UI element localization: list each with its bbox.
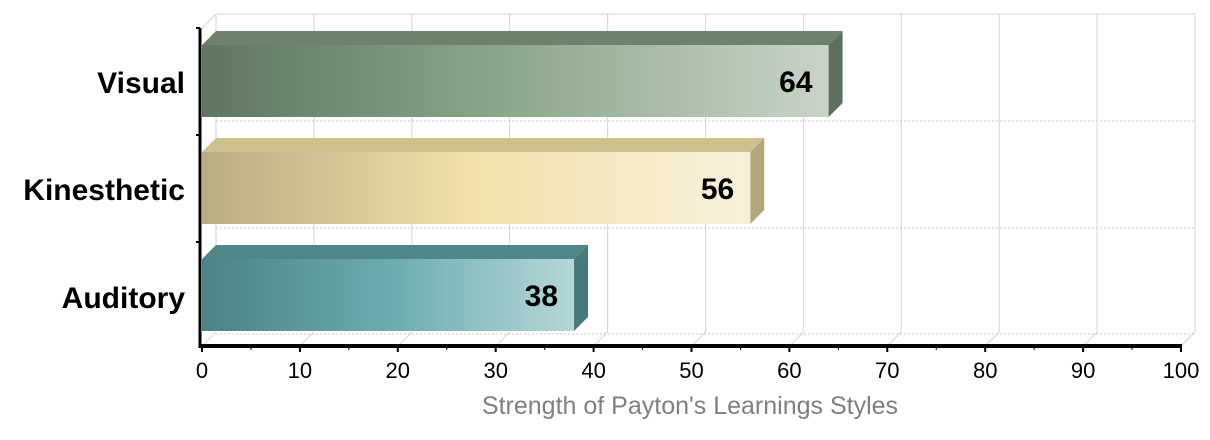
bar-visual bbox=[202, 31, 843, 117]
x-axis-title: Strength of Payton's Learnings Styles bbox=[482, 392, 898, 420]
bar-kinesthetic bbox=[202, 138, 765, 224]
x-tick-label: 10 bbox=[288, 358, 312, 383]
gridline-floor bbox=[201, 331, 217, 347]
bar-front-face bbox=[202, 45, 829, 117]
x-tick-label: 20 bbox=[386, 358, 410, 383]
x-tick-label: 30 bbox=[483, 358, 507, 383]
gridline-floor bbox=[1082, 331, 1098, 347]
x-tick-label: 100 bbox=[1163, 358, 1200, 383]
x-tick-label: 60 bbox=[777, 358, 801, 383]
bar-value-label: 38 bbox=[525, 280, 558, 313]
gridline-floor bbox=[495, 331, 511, 347]
bar-side-face bbox=[750, 138, 765, 224]
category-label: Visual bbox=[97, 67, 185, 100]
x-tick-label: 70 bbox=[875, 358, 899, 383]
gridline-floor bbox=[886, 331, 902, 347]
gridline-floor bbox=[691, 331, 706, 347]
labels: 64 Visual 56 Kinesthetic 38 Auditory bbox=[23, 66, 813, 315]
bar-side-face bbox=[574, 245, 589, 331]
bar-value-label: 56 bbox=[701, 173, 734, 206]
gridline-floor bbox=[299, 331, 315, 347]
back-wall-corner bbox=[201, 13, 217, 29]
x-tick-label: 50 bbox=[679, 358, 703, 383]
category-label: Kinesthetic bbox=[23, 174, 185, 207]
x-tick-label: 40 bbox=[581, 358, 605, 383]
x-tick-label: 0 bbox=[196, 358, 208, 383]
bar-top-face bbox=[202, 31, 843, 45]
category-label: Auditory bbox=[62, 282, 186, 315]
x-tick-label: 90 bbox=[1071, 358, 1095, 383]
bar-side-face bbox=[828, 31, 843, 117]
bar-auditory bbox=[202, 245, 589, 331]
bar-top-face bbox=[202, 138, 765, 152]
bar-front-face bbox=[202, 152, 751, 224]
bar-top-face bbox=[202, 245, 589, 259]
axes: 0 10 20 30 40 50 60 70 80 90 100 bbox=[196, 27, 1200, 383]
bar-value-label: 64 bbox=[779, 66, 813, 99]
x-tick-label: 80 bbox=[973, 358, 997, 383]
bar-front-face bbox=[202, 259, 575, 331]
bars bbox=[202, 31, 843, 331]
